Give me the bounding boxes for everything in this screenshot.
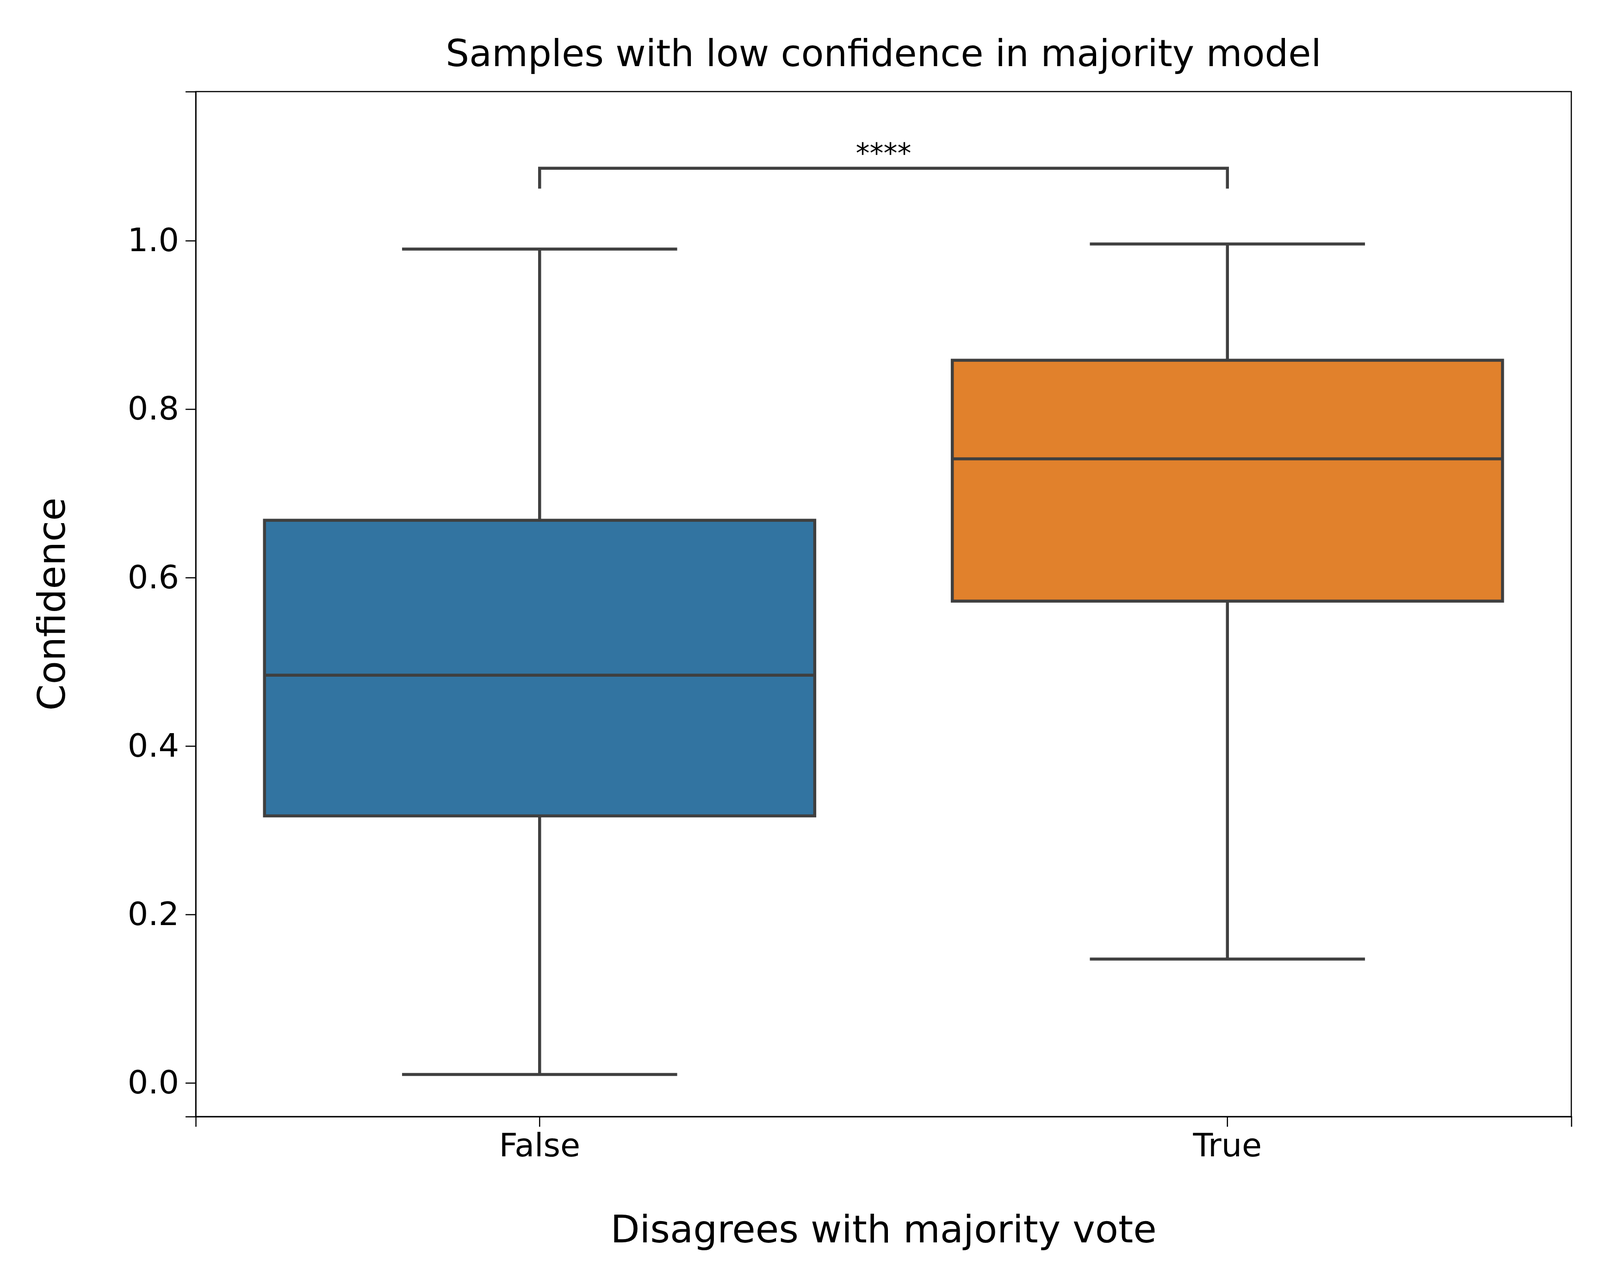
x-axis-title: Disagrees with majority vote — [610, 1207, 1157, 1252]
plot-area — [264, 244, 1503, 1075]
whisker-low — [1226, 601, 1230, 960]
y-tick: 0.2 — [127, 895, 196, 934]
x-tick-mark — [539, 1116, 541, 1128]
y-tick-mark — [185, 577, 196, 579]
y-axis: 0.0 0.2 0.4 0.6 0.8 1.0 — [127, 92, 197, 1118]
x-tick: True — [1192, 1116, 1262, 1165]
cap-high — [402, 247, 678, 251]
y-tick-mark — [185, 409, 196, 411]
x-axis-line — [196, 1117, 1572, 1128]
title: Samples with low confidence in majority … — [445, 31, 1321, 75]
y-tick: 0.8 — [127, 389, 196, 428]
y-tick: 0.6 — [127, 558, 196, 597]
y-axis-title: Confidence — [29, 497, 74, 711]
cap-low — [402, 1073, 678, 1077]
y-tick-label: 1.0 — [127, 221, 180, 260]
median — [952, 457, 1503, 461]
whisker-high — [1226, 244, 1230, 361]
median — [264, 674, 815, 678]
y-tick-label: 0.0 — [127, 1063, 180, 1102]
x-tick-label: True — [1192, 1126, 1262, 1165]
y-tick-mark — [185, 745, 196, 748]
y-tick-label: 0.2 — [127, 895, 180, 934]
significance-label: **** — [855, 136, 912, 170]
x-tick-mark — [1227, 1116, 1229, 1128]
y-tick: 1.0 — [127, 221, 196, 260]
significance-bracket — [539, 168, 1228, 189]
chart: 0.0 0.2 0.4 0.6 0.8 1.0 False True **** Samples w… — [0, 0, 1600, 1284]
whisker-low — [538, 816, 542, 1075]
x-tick-label: False — [498, 1126, 581, 1165]
box-body — [952, 360, 1503, 602]
box-body — [264, 520, 815, 817]
box — [952, 244, 1503, 960]
whisker-high — [538, 249, 542, 521]
y-tick-label: 0.4 — [127, 726, 180, 765]
x-axis: False True — [196, 1116, 1572, 1165]
y-tick-mark — [185, 1082, 196, 1085]
cap-low — [1089, 957, 1365, 962]
y-tick-label: 0.6 — [127, 558, 180, 597]
y-tick: 0.4 — [127, 726, 196, 765]
frame — [195, 91, 1572, 1117]
x-tick: False — [498, 1116, 581, 1165]
y-tick: 0.0 — [127, 1063, 196, 1102]
y-tick-mark — [185, 240, 196, 242]
y-tick-mark — [185, 914, 196, 916]
box — [264, 249, 815, 1075]
cap-high — [1089, 242, 1365, 246]
y-axis-line — [185, 92, 197, 1118]
y-tick-label: 0.8 — [127, 389, 180, 428]
